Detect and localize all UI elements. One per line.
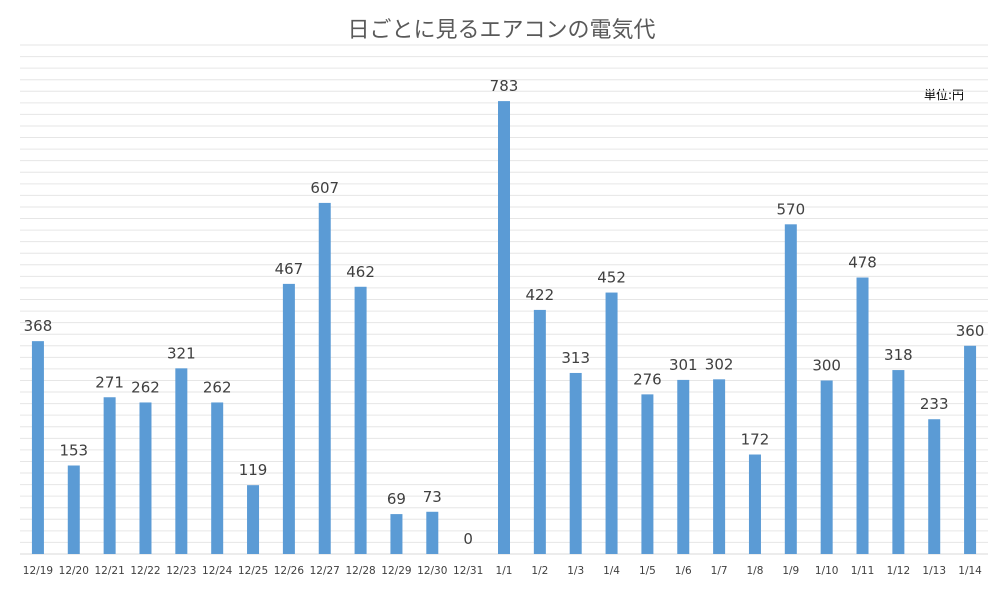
bar [820,380,833,554]
data-label: 607 [310,179,339,197]
bar [964,345,977,554]
bar [211,402,224,554]
x-tick-label: 12/19 [23,565,53,577]
data-label: 783 [490,77,519,95]
x-tick-label: 1/4 [603,565,620,577]
x-tick-label: 12/30 [417,565,447,577]
x-tick-label: 12/26 [274,565,305,577]
data-label: 321 [167,344,196,362]
data-label: 302 [705,355,734,373]
x-tick-label: 12/23 [166,565,196,577]
data-label: 462 [346,263,375,281]
bar [426,511,439,554]
x-tick-label: 1/6 [675,565,692,577]
x-tick-label: 12/28 [345,565,375,577]
x-tick-label: 12/25 [238,565,268,577]
data-label: 313 [561,349,590,367]
bar [713,379,726,554]
x-tick-label: 1/1 [496,565,513,577]
bar [677,379,690,554]
bar [31,341,44,554]
data-label: 262 [203,378,232,396]
x-tick-label: 1/5 [639,565,656,577]
bar [354,286,367,554]
bar [175,368,188,554]
chart-title: 日ごとに見るエアコンの電気代 [347,18,656,43]
data-label: 300 [812,356,841,374]
data-label: 570 [776,200,805,218]
data-label: 0 [463,530,473,548]
data-label: 233 [920,395,949,413]
x-tick-label: 1/9 [782,565,799,577]
data-label: 478 [848,254,877,272]
bar [67,465,80,554]
data-label: 467 [275,260,304,278]
bar [247,485,260,554]
bar [103,397,116,554]
x-tick-label: 12/29 [381,565,411,577]
x-tick-label: 1/7 [711,565,728,577]
bar [748,454,761,554]
x-tick-label: 1/8 [747,565,764,577]
data-label: 276 [633,370,662,388]
data-label: 452 [597,269,626,287]
x-tick-label: 1/14 [958,565,982,577]
x-tick-label: 1/13 [922,565,946,577]
data-label: 271 [95,373,124,391]
x-tick-label: 12/31 [453,565,483,577]
x-tick-label: 12/21 [94,565,124,577]
x-tick-label: 12/27 [310,565,340,577]
data-label: 172 [741,431,770,449]
data-label: 360 [956,322,985,340]
data-label: 318 [884,346,913,364]
data-label: 69 [387,490,406,508]
x-tick-label: 12/20 [59,565,89,577]
data-label: 368 [24,317,53,335]
bar [390,514,403,554]
bar [928,419,941,554]
data-label: 301 [669,356,698,374]
bar [533,309,546,554]
x-tick-label: 1/2 [531,565,548,577]
data-label: 153 [59,442,88,460]
bar [856,277,869,554]
x-tick-label: 1/3 [567,565,584,577]
bar [641,394,654,554]
bar [892,370,905,554]
x-tick-label: 1/12 [887,565,911,577]
data-label: 262 [131,378,160,396]
x-tick-label: 1/10 [815,565,839,577]
bar [498,101,510,555]
data-label: 73 [423,488,442,506]
bar [318,202,331,554]
data-label: 422 [526,286,555,304]
data-label: 119 [239,461,268,479]
x-tick-label: 12/22 [130,565,160,577]
bar [139,402,152,554]
bar [784,224,797,554]
bar [282,283,295,554]
bar [569,372,582,554]
x-tick-label: 12/24 [202,565,233,577]
x-tick-label: 1/11 [851,565,875,577]
bar [605,292,618,554]
